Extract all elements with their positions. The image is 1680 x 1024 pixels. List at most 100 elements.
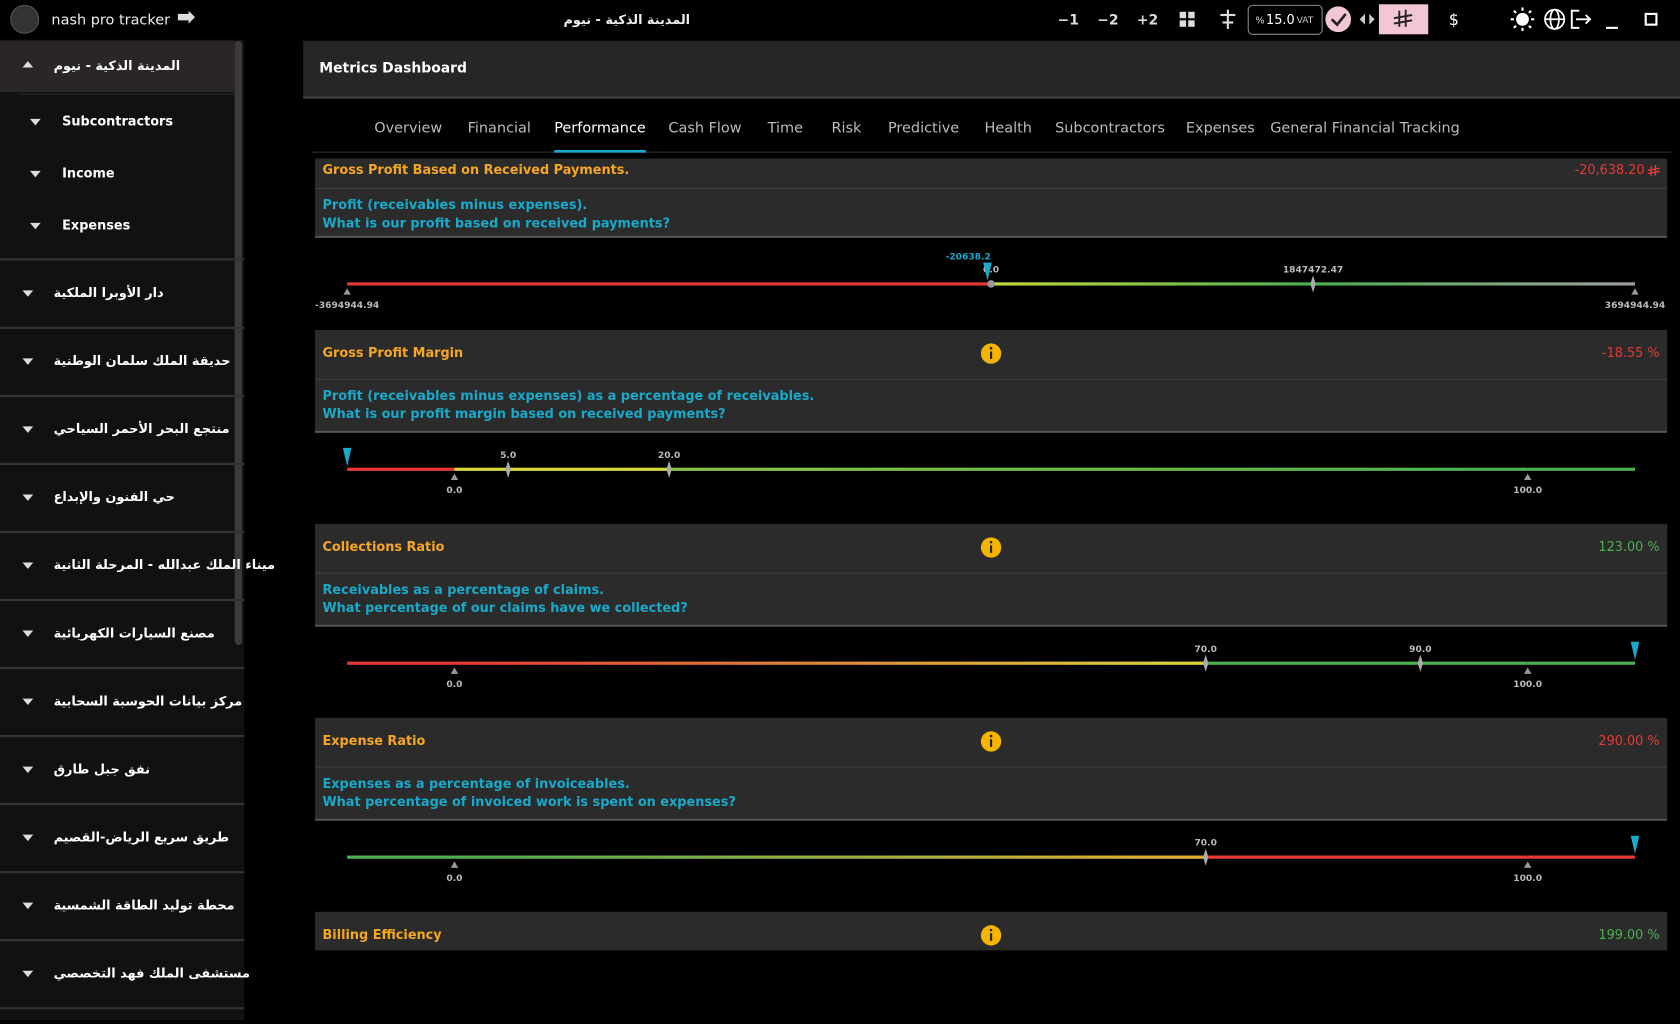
vat-value: 15.0 (1266, 13, 1295, 28)
gauge-pointer (1630, 641, 1640, 661)
info-icon[interactable] (980, 731, 1002, 752)
info-icon[interactable] (980, 925, 1002, 946)
check-icon (1330, 13, 1347, 27)
icon-stroke (1647, 167, 1660, 172)
tab[interactable]: Health (984, 121, 1031, 137)
collapse-arrow (22, 61, 34, 68)
expand-arrow (22, 290, 34, 297)
riyal-button[interactable] (1378, 4, 1429, 35)
metric-value: 123.00 % (1598, 540, 1659, 555)
tab[interactable]: Expenses (1186, 121, 1255, 137)
sidebar-project[interactable]: ميناء الملك عبدالله - المرحلة الثانية (54, 558, 276, 573)
metric-description: Receivables as a percentage of claims. (323, 583, 604, 598)
info-stem (990, 545, 993, 553)
sidebar-subitem[interactable]: Income (62, 167, 115, 182)
tab[interactable]: Predictive (888, 121, 959, 137)
gauge-tick (1523, 667, 1532, 674)
tab[interactable]: Subcontractors (1055, 121, 1165, 137)
confirm-button[interactable] (1325, 6, 1352, 33)
currency-button[interactable]: $ (1449, 10, 1459, 29)
gauge-segment (1527, 467, 1636, 471)
maximize-button[interactable] (1644, 12, 1658, 26)
sidebar-project[interactable]: محطة توليد الطاقة الشمسية (54, 898, 235, 913)
gauge-segment (1527, 661, 1636, 665)
sidebar-project[interactable]: منتجع البحر الأحمر السياحي (54, 421, 230, 437)
separator (0, 871, 245, 874)
expand-arrow (22, 562, 34, 569)
toolbar-button[interactable]: −1 (1058, 12, 1079, 28)
tab[interactable]: Risk (831, 121, 862, 137)
separator (0, 939, 245, 942)
gauge-tick (450, 861, 459, 868)
gauge-segment (347, 661, 455, 665)
tab[interactable]: Overview (374, 121, 442, 137)
tab[interactable]: Cash Flow (668, 121, 741, 137)
expand-arrow (22, 698, 34, 706)
gauge-tick (450, 667, 459, 674)
sidebar-project[interactable]: مستشفى الملك فهد التخصصي (54, 966, 250, 981)
logout-icon[interactable] (1570, 9, 1592, 29)
metric-value: -20,638.20 (1575, 163, 1645, 178)
gauge-tick (343, 288, 351, 295)
gauge-tick-label: 3694944.94 (1605, 301, 1665, 311)
gauge-tick-label: 1847472.47 (1283, 266, 1343, 276)
info-icon[interactable] (980, 537, 1002, 558)
riyal-icon (1393, 9, 1413, 27)
gauge-segment (1205, 661, 1421, 665)
sidebar-scrollbar[interactable] (234, 40, 243, 646)
toolbar-button[interactable]: +2 (1137, 12, 1158, 28)
app-logo (10, 4, 40, 34)
metric-description: Expenses as a percentage of invoiceables… (323, 777, 630, 792)
gauge-pointer (1630, 835, 1640, 854)
direction-toggle[interactable] (1359, 13, 1375, 25)
expand-arrow (22, 358, 34, 365)
sidebar-subitem[interactable]: Expenses (62, 219, 130, 234)
sidebar-project[interactable]: طريق سريع الرياض-القصيم (54, 830, 230, 845)
info-dot (989, 540, 993, 544)
sidebar-project[interactable]: مركز بيانات الحوسبة السحابية (54, 694, 243, 709)
info-dot (989, 928, 993, 932)
sidebar-project[interactable]: دار الأوبرا الملكية (54, 285, 164, 301)
sidebar-project[interactable]: نفق جبل طارق (54, 762, 150, 777)
gauge-tick (1203, 654, 1209, 672)
gauge-segment (1527, 855, 1636, 859)
expand-arrow (22, 970, 34, 978)
tab[interactable]: Financial (468, 121, 531, 137)
sidebar-subitem[interactable]: Subcontractors (62, 115, 173, 130)
gauge: 0.0 70.0 90.0 100.0 (347, 641, 1640, 690)
transfer-icon[interactable] (177, 10, 196, 24)
separator (0, 598, 245, 602)
toolbar-button[interactable]: −2 (1097, 12, 1118, 28)
expand-arrow (22, 834, 34, 842)
gauge-segment (347, 467, 455, 471)
sidebar-active-item[interactable] (0, 40, 235, 93)
metric-description: Profit (receivables minus expenses) as a… (323, 389, 815, 404)
metric-title: Billing Efficiency (323, 928, 443, 943)
grid-icon[interactable] (1179, 11, 1195, 27)
info-dot (989, 734, 993, 738)
separator (0, 462, 245, 466)
align-icon[interactable] (1220, 9, 1236, 29)
sidebar-project[interactable]: مصنع السيارات الكهربائية (54, 626, 215, 641)
tab[interactable]: Time (767, 121, 803, 137)
project-title: المدينة الذكية - نيوم (564, 13, 691, 28)
sidebar-project[interactable]: حي الفنون والإبداع (54, 490, 175, 505)
metric-card (315, 158, 1668, 236)
sidebar-project[interactable]: حديقة الملك سلمان الوطنية (54, 354, 231, 369)
tab[interactable]: Performance (554, 121, 646, 137)
vat-field[interactable] (1247, 4, 1323, 35)
metric-value: -18.55 % (1602, 346, 1660, 361)
info-stem (990, 351, 993, 359)
tab[interactable]: General Financial Tracking (1270, 121, 1460, 137)
theme-icon[interactable] (1510, 7, 1535, 32)
metric-value: 199.00 % (1598, 928, 1659, 943)
gauge-tick-label: 70.0 (1194, 839, 1216, 849)
separator (0, 803, 245, 806)
info-dot (989, 346, 993, 350)
info-icon[interactable] (980, 343, 1002, 364)
language-icon[interactable] (1544, 8, 1566, 30)
gauge-tick-label: 70.0 (1194, 645, 1216, 655)
separator (0, 326, 245, 329)
gauge-tick (987, 280, 995, 288)
